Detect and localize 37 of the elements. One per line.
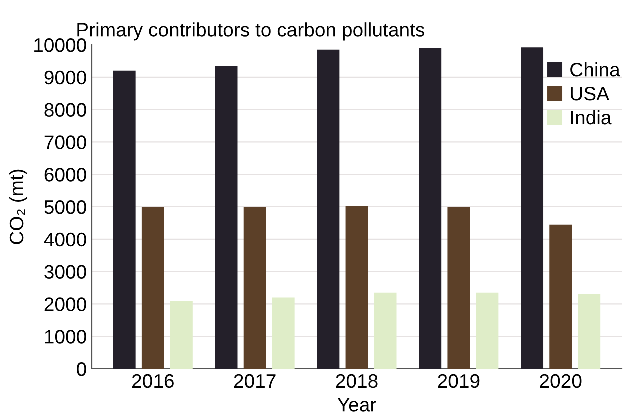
y-axis-title: CO₂ (mt) bbox=[9, 170, 28, 244]
bar bbox=[346, 206, 368, 369]
bar bbox=[419, 48, 442, 369]
x-tick-label: 2020 bbox=[540, 374, 582, 388]
bar bbox=[448, 207, 470, 369]
y-tick-label: 7000 bbox=[44, 136, 86, 150]
y-tick-label: 8000 bbox=[44, 103, 86, 118]
bar bbox=[374, 292, 397, 369]
y-tick-label: 2000 bbox=[44, 298, 86, 312]
chart-title: Primary contributors to carbon pollutants bbox=[78, 22, 424, 41]
y-tick-label: 5000 bbox=[44, 200, 86, 214]
legend-label: India bbox=[571, 110, 612, 125]
bar bbox=[215, 66, 238, 369]
y-tick-label: 4000 bbox=[44, 232, 86, 247]
y-tick-label: 10000 bbox=[34, 38, 86, 52]
x-tick-label: 2019 bbox=[438, 374, 480, 388]
y-tick-label: 6000 bbox=[44, 168, 86, 182]
y-tick-label: 3000 bbox=[44, 265, 86, 280]
bar bbox=[170, 300, 193, 369]
y-tick-label: 9000 bbox=[44, 70, 86, 85]
legend-label: China bbox=[570, 62, 620, 77]
y-tick-label: 1000 bbox=[45, 330, 86, 344]
bar bbox=[521, 48, 544, 369]
x-tick-label: 2016 bbox=[132, 374, 174, 388]
bar bbox=[113, 70, 136, 369]
bar bbox=[578, 294, 601, 369]
x-axis-title: Year bbox=[338, 398, 376, 412]
bar bbox=[550, 224, 572, 369]
bar bbox=[142, 207, 164, 369]
bar bbox=[244, 207, 266, 369]
bar bbox=[317, 50, 340, 369]
bar bbox=[272, 298, 295, 369]
bar bbox=[476, 292, 499, 369]
x-tick-label: 2018 bbox=[336, 374, 378, 388]
x-tick-label: 2017 bbox=[234, 374, 276, 388]
y-tick-label: 0 bbox=[77, 362, 86, 376]
legend-label: USA bbox=[571, 86, 610, 101]
